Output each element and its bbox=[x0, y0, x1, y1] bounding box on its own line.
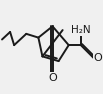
Text: H₂N: H₂N bbox=[71, 25, 91, 35]
Text: O: O bbox=[94, 53, 102, 63]
Text: O: O bbox=[48, 73, 57, 83]
